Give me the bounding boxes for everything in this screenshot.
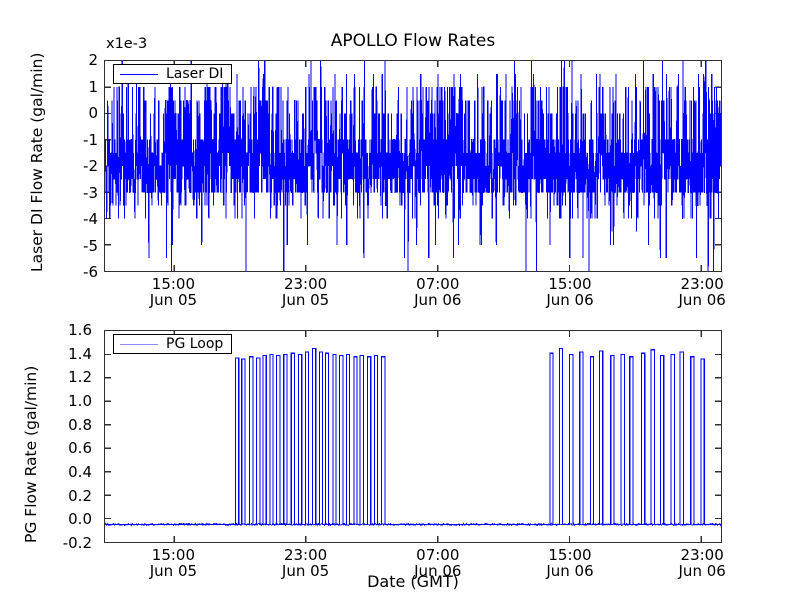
laser-di-series-plot (105, 61, 721, 271)
y-tick-label: 0.4 (68, 463, 92, 481)
y-axis-title-top: Laser DI Flow Rate (gal/min) (28, 52, 46, 272)
legend-swatch-laser-di (120, 73, 158, 75)
x-tick-label: 15:00 Jun 06 (546, 546, 594, 581)
x-tick-label: 23:00 Jun 06 (678, 275, 726, 310)
y-tick-label: 1.4 (68, 344, 92, 363)
y-tick-label: 0 (88, 104, 98, 122)
y-tick-label: -0.2 (62, 534, 92, 552)
y-axis-offset-label: x1e-3 (106, 36, 148, 52)
y-tick-label: 0.2 (68, 486, 92, 505)
legend-label-pg-loop: PG Loop (166, 336, 224, 352)
legend-swatch-pg-loop (120, 343, 158, 345)
y-tick-label: 0.6 (68, 439, 92, 458)
y-tick-label: 0.8 (68, 415, 92, 434)
plot-area-laser-di (104, 60, 722, 272)
y-tick-label: 1.2 (68, 368, 92, 387)
x-tick-label: 23:00 Jun 05 (281, 275, 330, 310)
y-tick-label: -5 (83, 236, 98, 255)
y-axis-title-bottom: PG Flow Rate (gal/min) (22, 365, 40, 543)
x-tick-label: 15:00 Jun 05 (149, 546, 198, 581)
y-tick-label: 2 (88, 51, 98, 69)
y-tick-labels-top: 2 1 0 -1 -2 -3 -4 -5 -6 (42, 51, 98, 281)
y-tick-label: 1.0 (68, 392, 92, 410)
legend-label-laser-di: Laser DI (166, 66, 224, 82)
x-tick-labels-bottom: 15:00 Jun 05 23:00 Jun 05 07:00 Jun 06 15:00 Ju… (0, 547, 800, 587)
y-tick-label: -1 (83, 130, 98, 149)
y-tick-label: -4 (83, 210, 98, 228)
x-tick-label: 23:00 Jun 06 (678, 546, 726, 581)
legend-pg-loop[interactable]: PG Loop (113, 334, 233, 354)
legend-laser-di[interactable]: Laser DI (113, 64, 233, 84)
plot-area-pg-loop (104, 330, 722, 543)
y-tick-label: 0.0 (68, 510, 92, 529)
y-tick-label: -6 (83, 263, 98, 281)
y-tick-labels-bottom: 1.6 1.4 1.2 1.0 0.8 0.6 0.4 0.2 0.0 -0.2 (36, 321, 92, 552)
x-axis-title: Date (GMT) (367, 572, 459, 591)
page-title: APOLLO Flow Rates (330, 31, 496, 51)
pg-loop-series-plot (105, 331, 721, 542)
x-tick-labels-top: 15:00 Jun 05 23:00 Jun 05 07:00 Jun 06 15:00 Ju… (0, 276, 800, 316)
x-tick-label: 07:00 Jun 06 (414, 546, 462, 581)
x-tick-label: 07:00 Jun 06 (414, 275, 462, 310)
y-tick-label: -3 (83, 183, 98, 202)
x-tick-label: 15:00 Jun 05 (149, 275, 198, 310)
x-tick-label: 15:00 Jun 06 (546, 275, 594, 310)
y-tick-label: -2 (83, 157, 98, 175)
y-tick-label: 1.6 (68, 321, 92, 339)
x-tick-label: 23:00 Jun 05 (281, 546, 330, 581)
y-tick-label: 1 (88, 77, 98, 96)
